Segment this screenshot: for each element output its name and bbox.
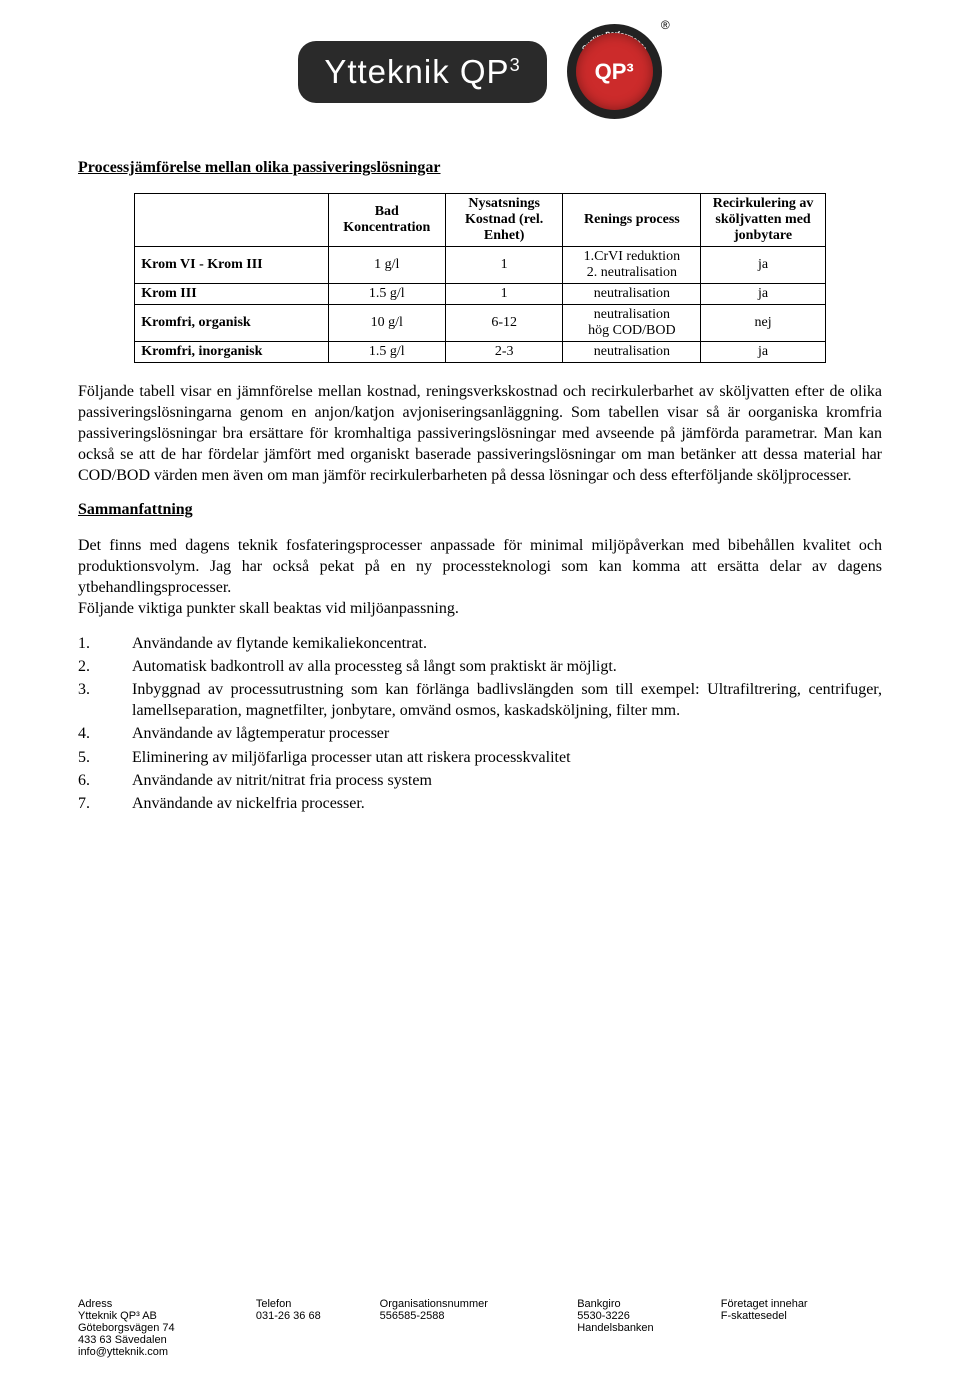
list-text: Användande av flytande kemikaliekoncentr… bbox=[132, 633, 882, 654]
logo-plate: Ytteknik QP3 bbox=[298, 41, 546, 103]
list-number: 7. bbox=[78, 793, 132, 814]
table-cell: ja bbox=[701, 342, 825, 363]
list-item: 3.Inbyggnad av processutrustning som kan… bbox=[78, 679, 882, 721]
section-heading: Processjämförelse mellan olika passiveri… bbox=[78, 159, 882, 177]
th-4: Recirkulering av sköljvatten med jonbyta… bbox=[701, 194, 825, 247]
list-text: Eliminering av miljöfarliga processer ut… bbox=[132, 747, 882, 768]
list-text: Automatisk badkontroll av alla processte… bbox=[132, 656, 882, 677]
table-cell: Kromfri, inorganisk bbox=[135, 342, 328, 363]
th-0 bbox=[135, 194, 328, 247]
list-number: 3. bbox=[78, 679, 132, 721]
table-cell: 6-12 bbox=[445, 305, 562, 342]
table-row: Krom III1.5 g/l1neutralisationja bbox=[135, 284, 825, 305]
footer-col-header: Organisationsnummer bbox=[380, 1298, 570, 1310]
footer-line: 556585-2588 bbox=[380, 1310, 570, 1322]
list-number: 4. bbox=[78, 723, 132, 744]
paragraph-2: Det finns med dagens teknik fosfaterings… bbox=[78, 535, 882, 598]
footer-line: info@ytteknik.com bbox=[78, 1346, 248, 1358]
list-item: 5.Eliminering av miljöfarliga processer … bbox=[78, 747, 882, 768]
table-cell: Krom VI - Krom III bbox=[135, 247, 328, 284]
table-cell: 1.CrVI reduktion 2. neutralisation bbox=[563, 247, 701, 284]
logo-plate-text: Ytteknik QP bbox=[324, 53, 509, 90]
paragraph-3: Följande viktiga punkter skall beaktas v… bbox=[78, 598, 882, 619]
logo-seal: Quality Performance Pretreatment Process… bbox=[567, 24, 662, 119]
table-cell: ja bbox=[701, 284, 825, 305]
footer-line: Ytteknik QP³ AB bbox=[78, 1310, 248, 1322]
list-number: 5. bbox=[78, 747, 132, 768]
footer-line: 5530-3226 bbox=[577, 1310, 713, 1322]
list-text: Användande av nitrit/nitrat fria process… bbox=[132, 770, 882, 791]
list-item: 2.Automatisk badkontroll av alla process… bbox=[78, 656, 882, 677]
list-text: Inbyggnad av processutrustning som kan f… bbox=[132, 679, 882, 721]
th-3: Renings process bbox=[563, 194, 701, 247]
seal-center-text: QP³ bbox=[595, 59, 634, 85]
list-item: 7.Användande av nickelfria processer. bbox=[78, 793, 882, 814]
comparison-table: Bad Koncentration Nysatsnings Kostnad (r… bbox=[134, 193, 825, 363]
footer-line: 433 63 Sävedalen bbox=[78, 1334, 248, 1346]
list-number: 1. bbox=[78, 633, 132, 654]
list-text: Användande av lågtemperatur processer bbox=[132, 723, 882, 744]
table-row: Krom VI - Krom III1 g/l11.CrVI reduktion… bbox=[135, 247, 825, 284]
footer-col-header: Bankgiro bbox=[577, 1298, 713, 1310]
paragraph-1: Följande tabell visar en jämnförelse mel… bbox=[78, 381, 882, 487]
page-footer: AdressYtteknik QP³ ABGöteborgsvägen 7443… bbox=[78, 1298, 882, 1358]
footer-col-header: Företaget innehar bbox=[721, 1298, 874, 1310]
table-cell: neutralisation bbox=[563, 284, 701, 305]
table-cell: neutralisation hög COD/BOD bbox=[563, 305, 701, 342]
table-cell: 1 bbox=[445, 247, 562, 284]
list-text: Användande av nickelfria processer. bbox=[132, 793, 882, 814]
list-item: 6.Användande av nitrit/nitrat fria proce… bbox=[78, 770, 882, 791]
table-cell: ja bbox=[701, 247, 825, 284]
registered-mark: ® bbox=[661, 18, 670, 32]
footer-col: Bankgiro5530-3226Handelsbanken bbox=[577, 1298, 721, 1358]
footer-line: Handelsbanken bbox=[577, 1322, 713, 1334]
list-number: 2. bbox=[78, 656, 132, 677]
table-body: Krom VI - Krom III1 g/l11.CrVI reduktion… bbox=[135, 247, 825, 363]
table-cell: 1.5 g/l bbox=[328, 284, 445, 305]
footer-line: 031-26 36 68 bbox=[256, 1310, 372, 1322]
table-cell: 10 g/l bbox=[328, 305, 445, 342]
list-item: 4.Användande av lågtemperatur processer bbox=[78, 723, 882, 744]
footer-line: Göteborgsvägen 74 bbox=[78, 1322, 248, 1334]
table-header-row: Bad Koncentration Nysatsnings Kostnad (r… bbox=[135, 194, 825, 247]
points-list: 1.Användande av flytande kemikaliekoncen… bbox=[78, 633, 882, 814]
footer-col-header: Telefon bbox=[256, 1298, 372, 1310]
table-cell: neutralisation bbox=[563, 342, 701, 363]
table-cell: Kromfri, organisk bbox=[135, 305, 328, 342]
th-1: Bad Koncentration bbox=[328, 194, 445, 247]
th-2: Nysatsnings Kostnad (rel. Enhet) bbox=[445, 194, 562, 247]
footer-col: Företaget inneharF-skattesedel bbox=[721, 1298, 882, 1358]
footer-col: Telefon031-26 36 68 bbox=[256, 1298, 380, 1358]
table-cell: 1 bbox=[445, 284, 562, 305]
table-cell: 1 g/l bbox=[328, 247, 445, 284]
header-logos: Ytteknik QP3 Quality Performance Pretrea… bbox=[78, 24, 882, 119]
list-number: 6. bbox=[78, 770, 132, 791]
table-row: Kromfri, inorganisk1.5 g/l2-3neutralisat… bbox=[135, 342, 825, 363]
summary-heading: Sammanfattning bbox=[78, 501, 882, 519]
footer-line: F-skattesedel bbox=[721, 1310, 874, 1322]
footer-col: Organisationsnummer556585-2588 bbox=[380, 1298, 578, 1358]
table-row: Kromfri, organisk10 g/l6-12neutralisatio… bbox=[135, 305, 825, 342]
logo-plate-sup: 3 bbox=[510, 55, 521, 75]
footer-table: AdressYtteknik QP³ ABGöteborgsvägen 7443… bbox=[78, 1298, 882, 1358]
list-item: 1.Användande av flytande kemikaliekoncen… bbox=[78, 633, 882, 654]
footer-col-header: Adress bbox=[78, 1298, 248, 1310]
table-cell: Krom III bbox=[135, 284, 328, 305]
footer-row: AdressYtteknik QP³ ABGöteborgsvägen 7443… bbox=[78, 1298, 882, 1358]
table-cell: 1.5 g/l bbox=[328, 342, 445, 363]
table-cell: nej bbox=[701, 305, 825, 342]
table-cell: 2-3 bbox=[445, 342, 562, 363]
footer-col: AdressYtteknik QP³ ABGöteborgsvägen 7443… bbox=[78, 1298, 256, 1358]
